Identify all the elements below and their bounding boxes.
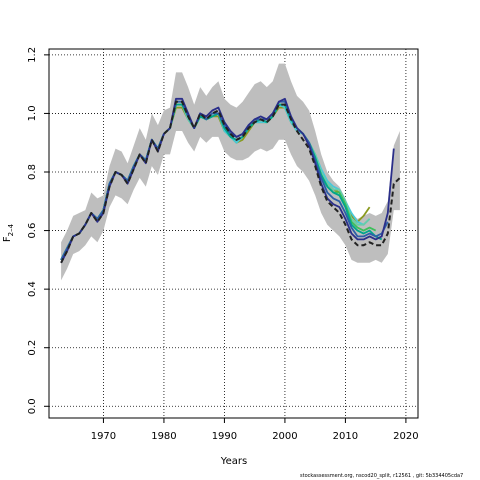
plot-frame bbox=[48, 48, 419, 419]
y-axis-label-sub: 2–4 bbox=[7, 223, 15, 236]
y-tick-label-0.2: 0.2 bbox=[27, 340, 38, 356]
x-axis: 1970 1980 1990 2000 2010 2020 bbox=[91, 418, 419, 442]
x-tick-label-2020: 2020 bbox=[393, 431, 418, 442]
x-tick-label-2010: 2010 bbox=[333, 431, 358, 442]
x-tick-label-1980: 1980 bbox=[151, 431, 176, 442]
y-axis: 0.0 0.2 0.4 0.6 0.8 1.0 1.2 bbox=[27, 47, 49, 414]
series-line-main bbox=[60, 100, 401, 264]
y-tick-label-1.2: 1.2 bbox=[27, 47, 38, 63]
series-line-retro-2 bbox=[60, 100, 389, 261]
y-tick-label-0.8: 0.8 bbox=[27, 164, 38, 180]
series-lines bbox=[60, 97, 401, 264]
y-tick-label-1: 1.0 bbox=[27, 105, 38, 121]
y-axis-label: F2–4 bbox=[2, 223, 15, 242]
footer-credit: stockassessment.org, nscod20_split, r125… bbox=[300, 473, 464, 479]
y-axis-label-main: F bbox=[2, 236, 13, 242]
x-tick-label-2000: 2000 bbox=[272, 431, 297, 442]
x-tick-label-1990: 1990 bbox=[212, 431, 237, 442]
confidence-band bbox=[61, 63, 400, 281]
y-tick-label-0: 0.0 bbox=[27, 398, 38, 414]
x-axis-label: Years bbox=[220, 456, 247, 467]
y-tick-label-0.6: 0.6 bbox=[27, 223, 38, 239]
y-tick-label-0.4: 0.4 bbox=[27, 281, 38, 297]
x-tick-label-1970: 1970 bbox=[91, 431, 116, 442]
